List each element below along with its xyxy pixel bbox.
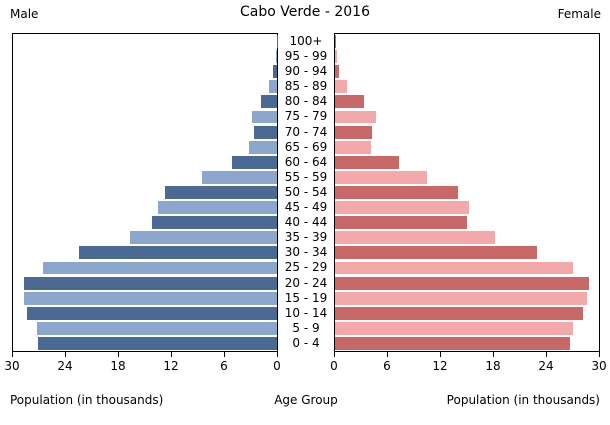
bar-female-65-69 — [335, 140, 372, 154]
bar-male-25-29 — [42, 261, 277, 275]
bar-male-40-44 — [152, 216, 277, 230]
bar-female-75-79 — [335, 110, 377, 124]
age-group-label-5-9: 5 - 9 — [292, 320, 320, 335]
bar-female-100plus — [335, 35, 336, 48]
female-axis-tick-label-18: 18 — [485, 359, 501, 373]
age-group-label-95-99: 95 - 99 — [284, 49, 328, 64]
bar-male-85-89 — [269, 80, 277, 94]
bar-female-55-59 — [335, 170, 427, 184]
male-side-label: Male — [10, 7, 39, 21]
age-group-label-60-64: 60 - 64 — [284, 154, 328, 169]
age-group-label-90-94: 90 - 94 — [284, 64, 328, 79]
bar-male-50-54 — [165, 186, 277, 199]
bar-female-0-4 — [335, 337, 570, 350]
bar-male-30-34 — [79, 246, 277, 260]
female-axis-tick-0 — [334, 352, 335, 357]
female-axis-tick-18 — [493, 352, 494, 357]
female-side-label: Female — [557, 7, 601, 21]
bar-female-30-34 — [335, 246, 538, 260]
male-axis-tick-24 — [65, 352, 66, 357]
female-axis-title: Population (in thousands) — [446, 393, 600, 407]
male-axis-tick-label-30: 30 — [4, 359, 20, 373]
age-group-label-85-89: 85 - 89 — [284, 79, 328, 94]
age-group-label-15-19: 15 - 19 — [284, 290, 328, 305]
male-axis-tick-12 — [171, 352, 172, 357]
bar-male-65-69 — [248, 140, 277, 154]
female-axis-tick-30 — [599, 352, 600, 357]
age-group-label-25-29: 25 - 29 — [284, 260, 328, 275]
age-group-label-0-4: 0 - 4 — [292, 335, 320, 350]
male-axis-tick-18 — [118, 352, 119, 357]
bar-male-10-14 — [27, 306, 277, 320]
bar-female-60-64 — [335, 155, 400, 169]
age-axis-title: Age Group — [274, 393, 338, 407]
male-axis-tick-label-18: 18 — [110, 359, 126, 373]
age-group-label-80-84: 80 - 84 — [284, 94, 328, 109]
bar-male-0-4 — [37, 337, 277, 350]
female-axis-tick-6 — [387, 352, 388, 357]
bar-male-70-74 — [254, 125, 277, 139]
female-axis-tick-12 — [440, 352, 441, 357]
bar-male-45-49 — [158, 201, 277, 215]
bar-male-95-99 — [275, 50, 277, 64]
age-group-label-45-49: 45 - 49 — [284, 200, 328, 215]
age-group-label-100plus: 100+ — [289, 34, 323, 48]
male-axis-tick-label-6: 6 — [220, 359, 228, 373]
bar-male-80-84 — [261, 95, 277, 109]
age-group-label-10-14: 10 - 14 — [284, 305, 328, 320]
male-axis-tick-6 — [224, 352, 225, 357]
bar-male-20-24 — [23, 276, 277, 290]
bar-female-10-14 — [335, 306, 584, 320]
bar-male-35-39 — [130, 231, 277, 245]
bar-female-85-89 — [335, 80, 348, 94]
bar-female-15-19 — [335, 291, 587, 305]
bar-male-90-94 — [272, 65, 277, 79]
male-axis-tick-label-12: 12 — [163, 359, 179, 373]
bar-female-70-74 — [335, 125, 372, 139]
bar-female-50-54 — [335, 186, 459, 199]
age-group-label-35-39: 35 - 39 — [284, 230, 328, 245]
male-plot-area — [12, 33, 278, 352]
age-group-label-55-59: 55 - 59 — [284, 169, 328, 184]
bar-female-40-44 — [335, 216, 467, 230]
bar-female-20-24 — [335, 276, 590, 290]
bar-male-60-64 — [232, 155, 277, 169]
female-axis-tick-label-0: 0 — [330, 359, 338, 373]
male-axis-tick-0 — [277, 352, 278, 357]
male-axis-tick-30 — [12, 352, 13, 357]
female-plot-area — [334, 33, 600, 352]
male-axis-tick-label-24: 24 — [57, 359, 73, 373]
age-group-label-65-69: 65 - 69 — [284, 139, 328, 154]
female-axis-tick-label-24: 24 — [538, 359, 554, 373]
bar-male-75-79 — [252, 110, 277, 124]
age-group-label-50-54: 50 - 54 — [284, 184, 328, 199]
age-group-label-70-74: 70 - 74 — [284, 124, 328, 139]
male-axis-tick-label-0: 0 — [273, 359, 281, 373]
bar-female-35-39 — [335, 231, 496, 245]
bar-female-25-29 — [335, 261, 574, 275]
age-group-label-20-24: 20 - 24 — [284, 275, 328, 290]
age-group-label-75-79: 75 - 79 — [284, 109, 328, 124]
bar-male-5-9 — [36, 321, 277, 335]
bar-male-15-19 — [24, 291, 277, 305]
age-group-label-30-34: 30 - 34 — [284, 245, 328, 260]
female-axis-tick-label-30: 30 — [591, 359, 607, 373]
female-axis-tick-label-6: 6 — [383, 359, 391, 373]
bar-female-5-9 — [335, 321, 573, 335]
age-group-labels: 100+ 95 - 99 90 - 94 85 - 89 80 - 84 75 - 79 7… — [278, 33, 334, 352]
female-axis-tick-label-12: 12 — [432, 359, 448, 373]
bar-female-90-94 — [335, 65, 340, 79]
chart-title: Cabo Verde - 2016 — [240, 4, 370, 20]
age-group-label-40-44: 40 - 44 — [284, 215, 328, 230]
bar-female-80-84 — [335, 95, 365, 109]
female-axis-tick-24 — [546, 352, 547, 357]
male-axis-title: Population (in thousands) — [10, 393, 164, 407]
bar-male-55-59 — [202, 170, 277, 184]
bar-female-45-49 — [335, 201, 469, 215]
bar-female-95-99 — [335, 50, 337, 64]
